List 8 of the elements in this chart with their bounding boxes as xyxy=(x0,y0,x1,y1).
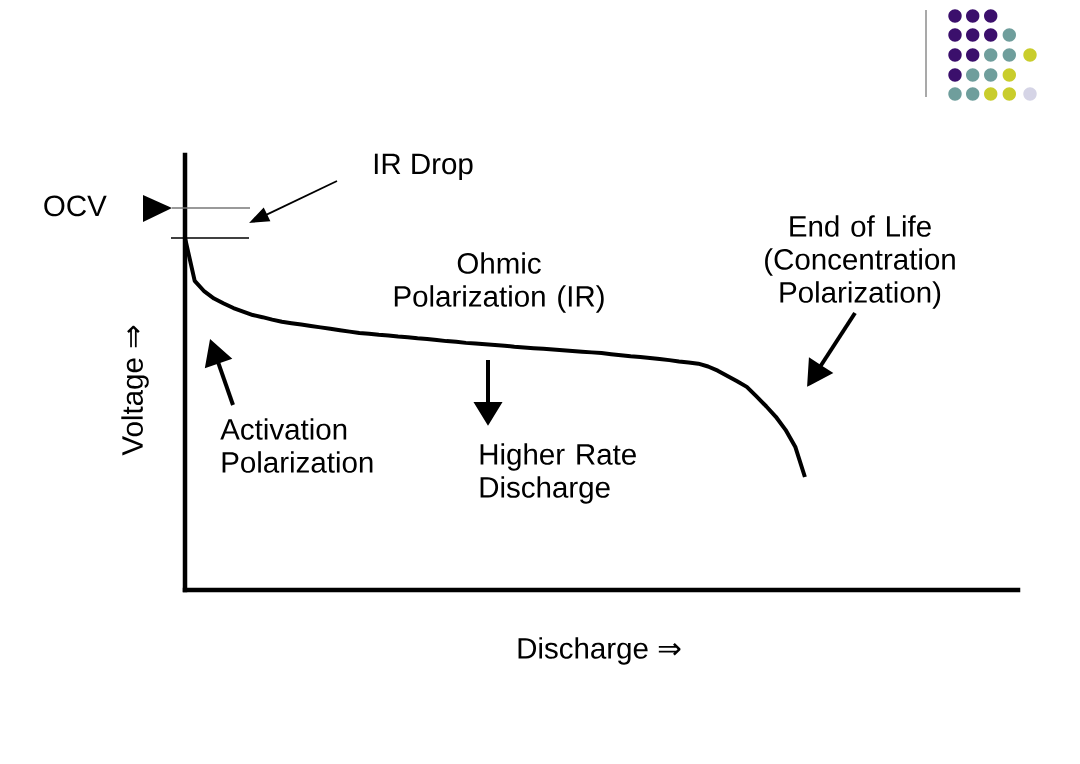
text: IR Drop xyxy=(374,153,473,181)
x-axis-title: Discharge ⇒ xyxy=(518,637,681,665)
y-axis-title: Voltage ⇒ xyxy=(121,325,149,456)
text: OCV xyxy=(44,195,107,217)
annotation: End of Life (Concentration Polarization) xyxy=(765,215,955,309)
annotation: Higher Rate Discharge xyxy=(480,443,636,504)
annotation: Activation Polarization xyxy=(220,418,373,473)
annotation: Ohmic Polarization (IR) xyxy=(394,252,604,313)
